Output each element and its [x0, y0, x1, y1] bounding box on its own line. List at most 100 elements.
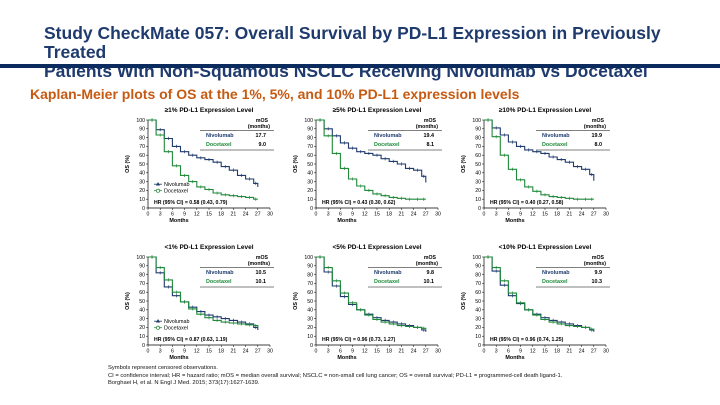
legend-label: Docetaxel [164, 189, 188, 195]
y-tick-label: 50 [307, 162, 313, 168]
y-tick-label: 20 [475, 188, 481, 194]
x-tick-label: 6 [339, 349, 342, 355]
x-tick-label: 30 [267, 212, 273, 218]
y-tick-label: 40 [139, 171, 145, 177]
x-tick-label: 21 [567, 349, 573, 355]
mos-header-units: (months) [584, 261, 606, 267]
docetaxel-row-label: Docetaxel [206, 142, 232, 148]
docetaxel-mos-value: 10.3 [592, 279, 603, 285]
docetaxel-mos-value: 9.0 [259, 142, 267, 148]
y-axis-label: OS (%) [293, 292, 299, 310]
docetaxel-mos-value: 10.1 [424, 279, 435, 285]
x-axis-label: Months [169, 355, 188, 361]
x-tick-label: 21 [399, 349, 405, 355]
y-tick-label: 100 [472, 118, 481, 124]
y-tick-label: 60 [307, 153, 313, 159]
y-tick-label: 30 [139, 179, 145, 185]
nivolumab-row-label: Nivolumab [206, 133, 234, 139]
legend-triangle-marker [156, 182, 160, 186]
y-tick-label: 90 [307, 127, 313, 133]
y-axis-label: OS (%) [461, 155, 467, 173]
x-tick-label: 0 [483, 212, 486, 218]
x-tick-label: 27 [255, 349, 261, 355]
mos-header: mOS [256, 255, 269, 261]
x-tick-label: 18 [386, 212, 392, 218]
nivolumab-mos-value: 17.7 [256, 133, 267, 139]
x-tick-label: 24 [411, 349, 417, 355]
y-tick-label: 70 [475, 281, 481, 287]
docetaxel-mos-value: 8.0 [595, 142, 603, 148]
x-tick-label: 30 [435, 212, 441, 218]
y-tick-label: 20 [139, 325, 145, 331]
y-axis-label: OS (%) [125, 155, 131, 173]
x-tick-label: 15 [206, 212, 212, 218]
x-tick-label: 15 [374, 349, 380, 355]
docetaxel-curve [316, 256, 427, 330]
mos-header: mOS [424, 255, 437, 261]
docetaxel-curve [484, 256, 595, 330]
panel-title: <1% PD-L1 Expression Level [164, 244, 253, 251]
km-chart-2: ≥5% PD-L1 Expression Level01020304050607… [293, 107, 442, 224]
x-tick-label: 21 [567, 212, 573, 218]
x-tick-label: 12 [362, 212, 368, 218]
y-tick-label: 60 [475, 290, 481, 296]
title-divider [0, 64, 720, 68]
docetaxel-row-label: Docetaxel [374, 279, 400, 285]
docetaxel-row-label: Docetaxel [374, 142, 400, 148]
y-tick-label: 70 [307, 144, 313, 150]
y-tick-label: 30 [475, 316, 481, 322]
nivolumab-row-label: Nivolumab [542, 270, 570, 276]
mos-header-units: (months) [248, 124, 270, 130]
docetaxel-curve [148, 256, 259, 328]
x-tick-label: 30 [435, 349, 441, 355]
y-tick-label: 60 [475, 153, 481, 159]
y-tick-label: 20 [307, 325, 313, 331]
x-tick-label: 3 [495, 212, 498, 218]
y-tick-label: 100 [136, 118, 145, 124]
y-tick-label: 10 [307, 334, 313, 340]
x-axis-label: Months [337, 218, 356, 224]
docetaxel-mos-value: 8.1 [427, 142, 435, 148]
y-tick-label: 40 [475, 171, 481, 177]
y-tick-label: 0 [478, 206, 481, 212]
x-tick-label: 18 [218, 212, 224, 218]
y-tick-label: 70 [307, 281, 313, 287]
nivolumab-mos-value: 19.9 [592, 133, 603, 139]
x-tick-label: 6 [171, 349, 174, 355]
nivolumab-row-label: Nivolumab [542, 133, 570, 139]
panel-title: <5% PD-L1 Expression Level [332, 244, 421, 251]
x-tick-label: 15 [206, 349, 212, 355]
footnote-abbreviations: CI = confidence interval; HR = hazard ra… [108, 372, 563, 379]
y-tick-label: 10 [307, 197, 313, 203]
km-chart-5: <5% PD-L1 Expression Level01020304050607… [293, 244, 442, 361]
x-tick-label: 6 [507, 212, 510, 218]
y-tick-label: 80 [475, 135, 481, 141]
x-tick-label: 30 [603, 212, 609, 218]
y-tick-label: 50 [475, 299, 481, 305]
y-axis-label: OS (%) [461, 292, 467, 310]
x-tick-label: 0 [147, 349, 150, 355]
y-tick-label: 90 [139, 264, 145, 270]
x-tick-label: 3 [159, 349, 162, 355]
x-axis-label: Months [169, 218, 188, 224]
panel-title: ≥5% PD-L1 Expression Level [333, 107, 422, 114]
footnote-reference: Borghaei H, et al. N Engl J Med. 2015; 3… [108, 380, 260, 387]
legend-label: Nivolumab [164, 182, 189, 188]
y-tick-label: 50 [139, 162, 145, 168]
y-tick-label: 30 [139, 316, 145, 322]
slide-title-line-1: Study CheckMate 057: Overall Survival by… [44, 23, 661, 62]
legend-triangle-marker [156, 319, 160, 323]
x-tick-label: 18 [554, 212, 560, 218]
y-tick-label: 100 [136, 255, 145, 261]
nivolumab-row-label: Nivolumab [206, 270, 234, 276]
x-tick-label: 24 [579, 349, 585, 355]
x-tick-label: 0 [147, 212, 150, 218]
footnote-symbols: Symbols represent censored observations. [108, 365, 218, 371]
x-tick-label: 9 [351, 212, 354, 218]
x-tick-label: 24 [411, 212, 417, 218]
y-tick-label: 20 [475, 325, 481, 331]
y-tick-label: 90 [139, 127, 145, 133]
y-tick-label: 30 [307, 179, 313, 185]
y-tick-label: 50 [475, 162, 481, 168]
x-axis-label: Months [505, 218, 524, 224]
